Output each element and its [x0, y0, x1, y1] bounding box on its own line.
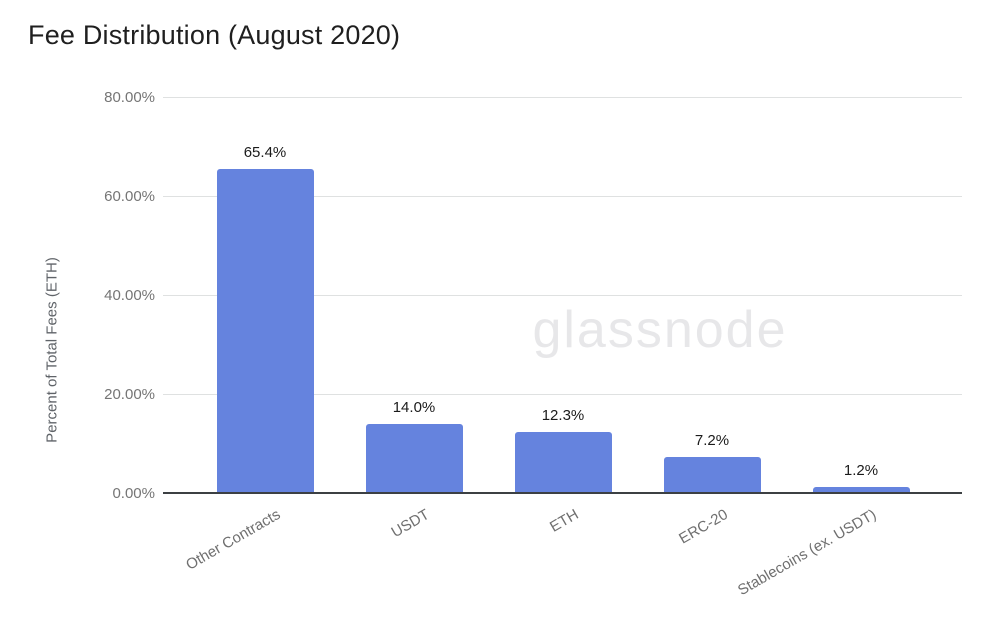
- gridline: [163, 196, 962, 197]
- y-axis-title: Percent of Total Fees (ETH): [43, 257, 61, 443]
- chart-title: Fee Distribution (August 2020): [28, 20, 401, 50]
- bar-stablecoins-ex-usdt-: [812, 487, 910, 493]
- x-axis-label: Stablecoins (ex. USDT): [735, 506, 880, 600]
- gridline: [163, 295, 962, 296]
- plot-area: glassnode 65.4% 14.0% 12.3% 7.2% 1.2%: [163, 97, 962, 494]
- y-axis-tick-label: 60.00%: [104, 188, 155, 205]
- watermark: glassnode: [532, 301, 788, 359]
- x-axis-label: ERC-20: [675, 506, 731, 548]
- gridline: [163, 394, 962, 395]
- y-axis-tick-label: 20.00%: [104, 386, 155, 403]
- bar-value-label: 12.3%: [541, 407, 585, 425]
- x-axis-label: Other Contracts: [183, 506, 284, 574]
- bar-value-label: 7.2%: [694, 432, 730, 450]
- y-axis-tick-label: 40.00%: [104, 287, 155, 304]
- x-axis-label: USDT: [388, 506, 433, 542]
- y-axis-tick-label: 0.00%: [112, 485, 155, 502]
- x-axis-label: ETH: [547, 506, 582, 536]
- bar-other-contracts: [216, 169, 314, 493]
- bar-value-label: 1.2%: [843, 462, 879, 480]
- bar-value-label: 14.0%: [392, 398, 436, 416]
- bar-erc-20: [663, 457, 761, 493]
- bar-usdt: [365, 423, 463, 493]
- y-axis-tick-label: 80.00%: [104, 89, 155, 106]
- bar-eth: [514, 432, 612, 493]
- gridline: [163, 97, 962, 98]
- x-axis-line: [163, 492, 962, 494]
- bar-value-label: 65.4%: [243, 144, 287, 162]
